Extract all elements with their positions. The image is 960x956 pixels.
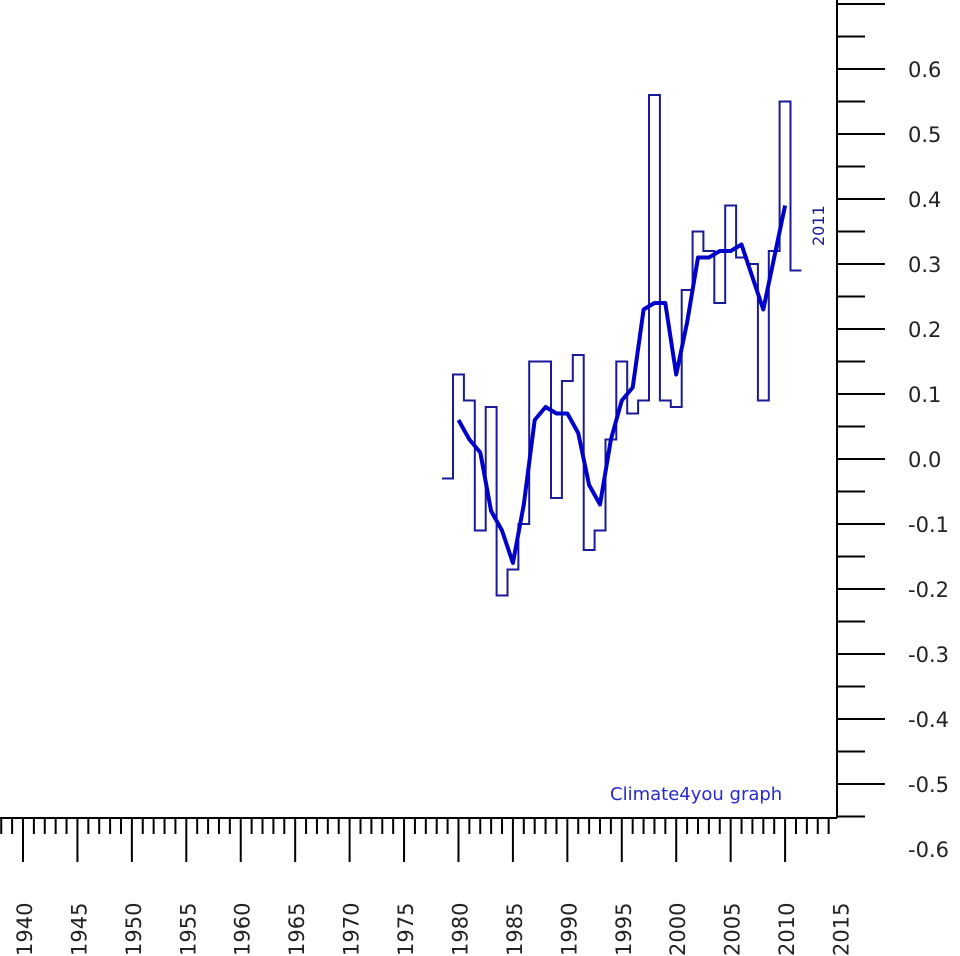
x-tick-label: 2010: [775, 903, 799, 956]
x-tick-label: 1970: [340, 903, 364, 956]
annual-step-line: [442, 94, 802, 597]
x-tick-label: 1960: [231, 903, 255, 956]
end-year-label: 2011: [809, 205, 828, 246]
x-tick-label: 1940: [13, 903, 37, 956]
y-tick-label: 0.4: [908, 188, 941, 212]
y-tick-label: 0.1: [908, 383, 941, 407]
y-tick-label: -0.1: [908, 513, 949, 537]
x-tick-label: 2005: [721, 903, 745, 956]
y-tick-label: -0.5: [908, 773, 949, 797]
x-tick-label: 1965: [285, 903, 309, 956]
x-tick-label: 2000: [666, 903, 690, 956]
y-tick-label: 0.6: [908, 58, 941, 82]
x-tick-label: 1955: [176, 903, 200, 956]
y-tick-label: -0.2: [908, 578, 949, 602]
smoothed-trend-line: [456, 205, 788, 565]
y-tick-label: 0.2: [908, 318, 941, 342]
x-tick-label: 1945: [67, 903, 91, 956]
x-tick-label: 1990: [557, 903, 581, 956]
x-tick-label: 1985: [503, 903, 527, 956]
y-tick-label: 0.0: [908, 448, 941, 472]
x-tick-label: 2015: [830, 903, 854, 956]
y-tick-label: -0.4: [908, 708, 949, 732]
y-tick-label: -0.6: [908, 838, 949, 862]
x-tick-label: 1995: [612, 903, 636, 956]
y-tick-label: 0.3: [908, 253, 941, 277]
x-tick-label: 1975: [394, 903, 418, 956]
x-tick-label: 1980: [448, 903, 472, 956]
credit-label: Climate4you graph: [610, 784, 782, 805]
x-tick-label: 1950: [122, 903, 146, 956]
y-tick-label: -0.3: [908, 643, 949, 667]
chart-series: [442, 94, 802, 597]
y-tick-label: 0.5: [908, 123, 941, 147]
